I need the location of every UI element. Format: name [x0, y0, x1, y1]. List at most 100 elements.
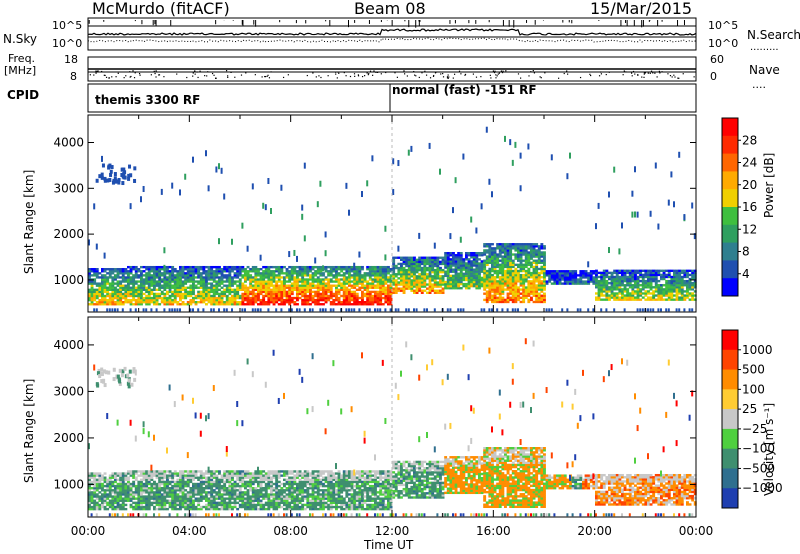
power-cell [574, 280, 578, 283]
nave-dot [123, 77, 125, 79]
power-cell [249, 280, 253, 283]
power-cell [543, 294, 546, 297]
power-cell [480, 284, 484, 288]
power-cell [524, 261, 528, 264]
power-cell [462, 278, 466, 282]
power-cell [202, 268, 206, 271]
power-cell [485, 278, 489, 281]
velocity-cell [176, 495, 180, 498]
power-sparse-cell [480, 203, 483, 210]
power-cell [501, 265, 505, 269]
power-cell [449, 268, 453, 271]
power-cell [116, 288, 120, 291]
power-cell [88, 274, 91, 277]
power-cell [504, 255, 507, 258]
velocity-cell [186, 491, 190, 494]
power-sparse-cell [691, 202, 694, 209]
power-cell [470, 268, 474, 271]
power-cell [543, 259, 546, 262]
power-cell [142, 298, 146, 302]
power-cell [537, 300, 541, 304]
power-cell [522, 296, 526, 300]
velocity-cell [168, 487, 172, 490]
velocity-cell [153, 499, 156, 502]
power-cell [488, 267, 492, 271]
power-cell [335, 272, 338, 275]
power-cell [88, 298, 91, 302]
power-cell [415, 264, 419, 268]
power-cell [652, 290, 656, 293]
velocity-cell [181, 480, 185, 484]
power-cell [498, 298, 502, 302]
power-cell [402, 258, 406, 261]
power-cell [537, 249, 541, 252]
power-cell [288, 286, 292, 289]
power-cell [530, 253, 533, 256]
nave-dot [186, 76, 188, 79]
power-cell [303, 296, 307, 300]
power-ground-cell [93, 308, 96, 312]
power-cell [626, 279, 630, 283]
power-ground-cell [449, 308, 452, 312]
power-cell [496, 259, 500, 262]
power-cell [491, 298, 494, 302]
power-cell [610, 273, 614, 277]
velocity-sparse-cell [205, 415, 207, 422]
power-cell [644, 286, 648, 289]
velocity-cell [150, 501, 154, 505]
nave-dot [380, 73, 382, 75]
velocity-cell [108, 499, 112, 502]
power-cell [150, 276, 154, 279]
velocity-cell [98, 487, 102, 490]
velocity-cell [93, 505, 97, 509]
power-cell [314, 278, 318, 281]
power-cell [311, 272, 315, 275]
power-cell [394, 279, 398, 282]
power-cell [459, 280, 463, 284]
power-cell [605, 284, 609, 287]
power-cell [363, 276, 367, 279]
power-cell [514, 296, 518, 300]
power-cell [621, 288, 624, 291]
power-cell [459, 272, 463, 275]
velocity-cell [114, 478, 117, 482]
power-cell [644, 292, 648, 295]
power-cell [212, 303, 216, 306]
velocity-cell [158, 470, 162, 473]
power-cell [504, 273, 507, 277]
power-cell [272, 280, 276, 283]
power-cell [678, 269, 682, 272]
power-cell [462, 268, 466, 271]
power-cell [496, 280, 500, 283]
power-cell [244, 290, 247, 294]
power-cell [108, 288, 112, 291]
power-cell [199, 298, 203, 302]
power-cell [402, 277, 406, 280]
power-cell [431, 262, 435, 266]
power-cell [387, 276, 390, 279]
velocity-cell [137, 491, 141, 494]
velocity-cell [176, 478, 180, 482]
power-cell [501, 280, 505, 283]
power-cell [290, 265, 294, 269]
velocity-cell [119, 499, 123, 502]
power-cell [238, 270, 242, 273]
power-cell [358, 286, 362, 289]
power-ground-cell [389, 308, 392, 312]
power-cell [181, 270, 185, 273]
velocity-cell [207, 482, 211, 486]
power-cell [173, 268, 177, 271]
power-cell [670, 288, 674, 291]
power-cell [124, 268, 128, 271]
power-cell [457, 264, 461, 267]
power-cell [114, 294, 117, 298]
power-cell [199, 280, 203, 283]
power-cell [368, 276, 372, 279]
power-cell [108, 272, 112, 275]
power-cell [618, 281, 622, 285]
power-cell [199, 290, 203, 294]
power-cell [153, 286, 156, 289]
power-cell [288, 274, 292, 277]
power-cell [207, 286, 211, 289]
power-cell [218, 278, 221, 281]
